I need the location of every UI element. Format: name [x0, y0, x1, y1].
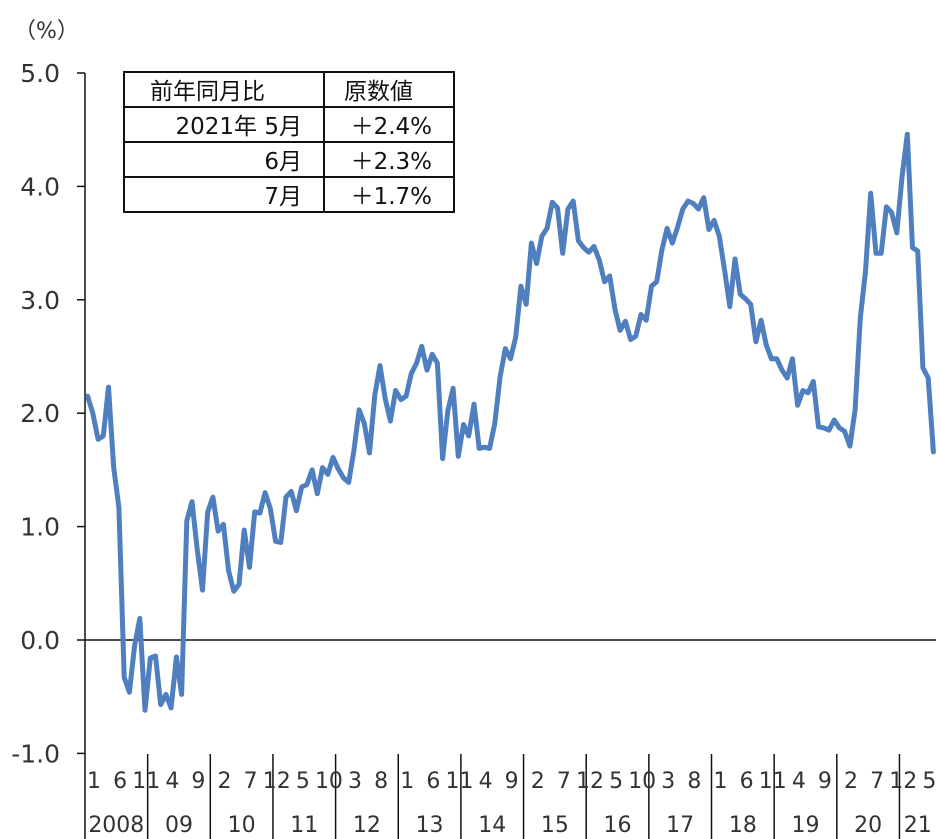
x-month-label: 12	[263, 769, 291, 794]
x-month-label: 6	[113, 769, 127, 794]
x-month-label: 5	[922, 769, 936, 794]
x-tick-labels: 1 6 11 4 9 2 7 12 5 10 3 8 1 6 11 4 9 2 7 12 5 10 3 8 1 6 11 4 9 2 7 12…	[87, 769, 936, 838]
x-month-label: 7	[870, 769, 884, 794]
y-tick-label: 4.0	[20, 172, 60, 201]
series-group	[85, 131, 936, 713]
x-month-label: 10	[315, 769, 343, 794]
y-tick-label: 1.0	[20, 513, 60, 542]
series-line	[85, 131, 936, 713]
x-month-label: 1	[714, 769, 728, 794]
x-month-label: 3	[348, 769, 362, 794]
table-header-value: 原数値	[344, 79, 413, 105]
x-month-label: 9	[818, 769, 832, 794]
table-row-value: ＋2.3%	[351, 149, 432, 175]
y-tick-labels: 5.0 4.0 3.0 2.0 1.0 0.0 -1.0	[11, 59, 60, 768]
x-month-label: 10	[628, 769, 656, 794]
x-year-label: 19	[791, 813, 819, 838]
y-tick-label: 3.0	[20, 286, 60, 315]
x-month-label: 4	[479, 769, 493, 794]
x-month-label: 11	[445, 769, 473, 794]
x-year-label: 18	[729, 813, 757, 838]
x-month-label: 8	[374, 769, 388, 794]
x-year-label: 16	[604, 813, 632, 838]
table-header-period: 前年同月比	[150, 79, 265, 105]
table-row-period: 7月	[264, 184, 302, 210]
x-month-label: 5	[609, 769, 623, 794]
x-month-label: 11	[759, 769, 787, 794]
y-tick-label: 5.0	[20, 59, 60, 88]
x-month-label: 2	[844, 769, 858, 794]
x-month-label: 5	[296, 769, 310, 794]
x-year-label: 15	[541, 813, 569, 838]
x-year-label: 21	[904, 813, 932, 838]
x-month-label: 2	[218, 769, 232, 794]
axes	[77, 72, 936, 839]
x-month-label: 9	[191, 769, 205, 794]
y-axis-unit-label: （%）	[14, 19, 79, 44]
x-year-label: 17	[666, 813, 694, 838]
x-month-label: 2	[531, 769, 545, 794]
x-year-label: 20	[854, 813, 882, 838]
table-row-value: ＋2.4%	[351, 114, 432, 140]
table-row-period: 2021年 5月	[176, 114, 302, 140]
x-month-label: 1	[400, 769, 414, 794]
x-year-label: 13	[416, 813, 444, 838]
x-year-label: 11	[290, 813, 318, 838]
y-tick-label: 0.0	[20, 626, 60, 655]
x-year-label: 09	[165, 813, 193, 838]
x-month-label: 4	[165, 769, 179, 794]
table-row-period: 6月	[264, 149, 302, 175]
x-month-label: 12	[889, 769, 917, 794]
x-year-label: 12	[353, 813, 381, 838]
x-year-label: 2008	[88, 813, 144, 838]
x-month-label: 3	[661, 769, 675, 794]
x-month-label: 8	[687, 769, 701, 794]
x-month-label: 1	[87, 769, 101, 794]
x-month-label: 7	[244, 769, 258, 794]
x-month-label: 9	[505, 769, 519, 794]
x-year-label: 14	[478, 813, 506, 838]
x-month-label: 6	[426, 769, 440, 794]
x-month-label: 12	[576, 769, 604, 794]
table-row-value: ＋1.7%	[351, 184, 432, 210]
data-table: 前年同月比 原数値 2021年 5月 ＋2.4% 6月 ＋2.3% 7月 ＋1.…	[123, 71, 455, 213]
x-month-label: 4	[792, 769, 806, 794]
x-month-label: 7	[557, 769, 571, 794]
x-year-label: 10	[228, 813, 256, 838]
x-month-label: 11	[132, 769, 160, 794]
x-month-label: 6	[740, 769, 754, 794]
y-tick-label: 2.0	[20, 399, 60, 428]
y-tick-label: -1.0	[11, 739, 60, 768]
